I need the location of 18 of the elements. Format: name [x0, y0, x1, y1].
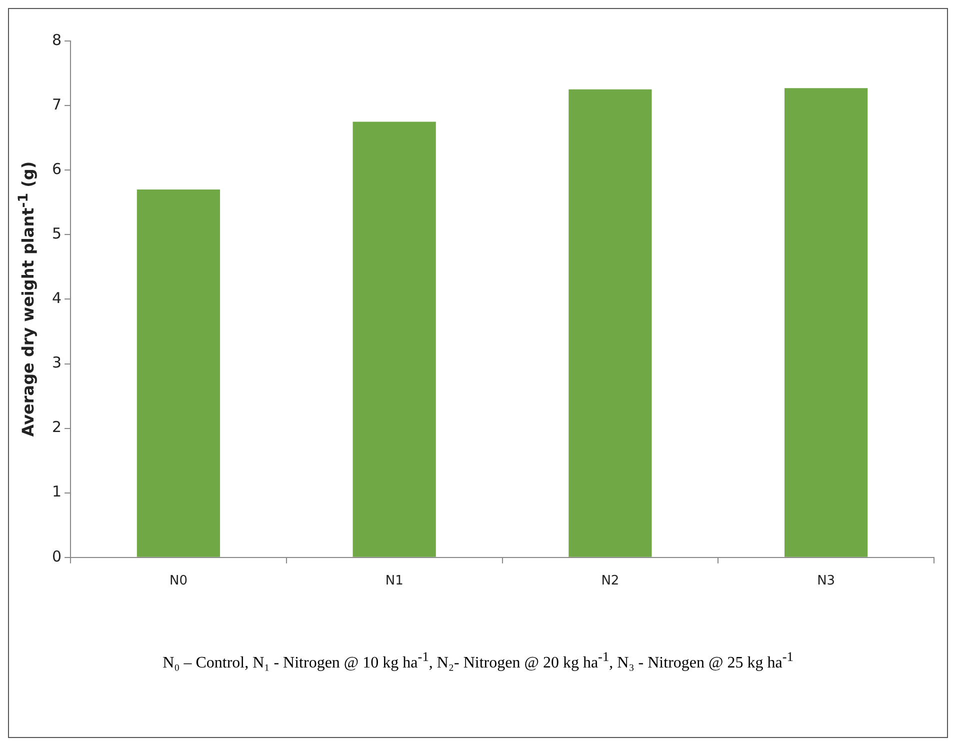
bar: [136, 189, 220, 557]
x-tick-label: N3: [817, 574, 836, 589]
y-tick-label: 6: [52, 160, 62, 178]
y-tick-label: 8: [52, 30, 62, 49]
y-tick-label: 2: [52, 418, 62, 436]
x-tick-label: N2: [601, 574, 620, 589]
y-tick-label: 5: [52, 224, 62, 243]
y-tick-label: 3: [52, 354, 62, 372]
y-tick-label: 1: [52, 482, 62, 501]
bar: [784, 88, 868, 557]
x-tick-label: N1: [385, 574, 404, 589]
x-tick-label: N0: [169, 574, 188, 589]
y-tick-label: 0: [52, 547, 62, 566]
text: N₀ – Control, N₁ - Nitrogen @ 10 kg ha$^{-1}$, N₂- Nitrogen @ 20 kg ha$^{-1}$, N₃ - Nitrogen @ 25 kg ha$^{-1}$: [162, 649, 794, 672]
bar: [568, 89, 652, 557]
y-tick-label: 4: [52, 289, 62, 308]
bar: [352, 122, 436, 557]
y-tick-label: 7: [52, 95, 62, 114]
